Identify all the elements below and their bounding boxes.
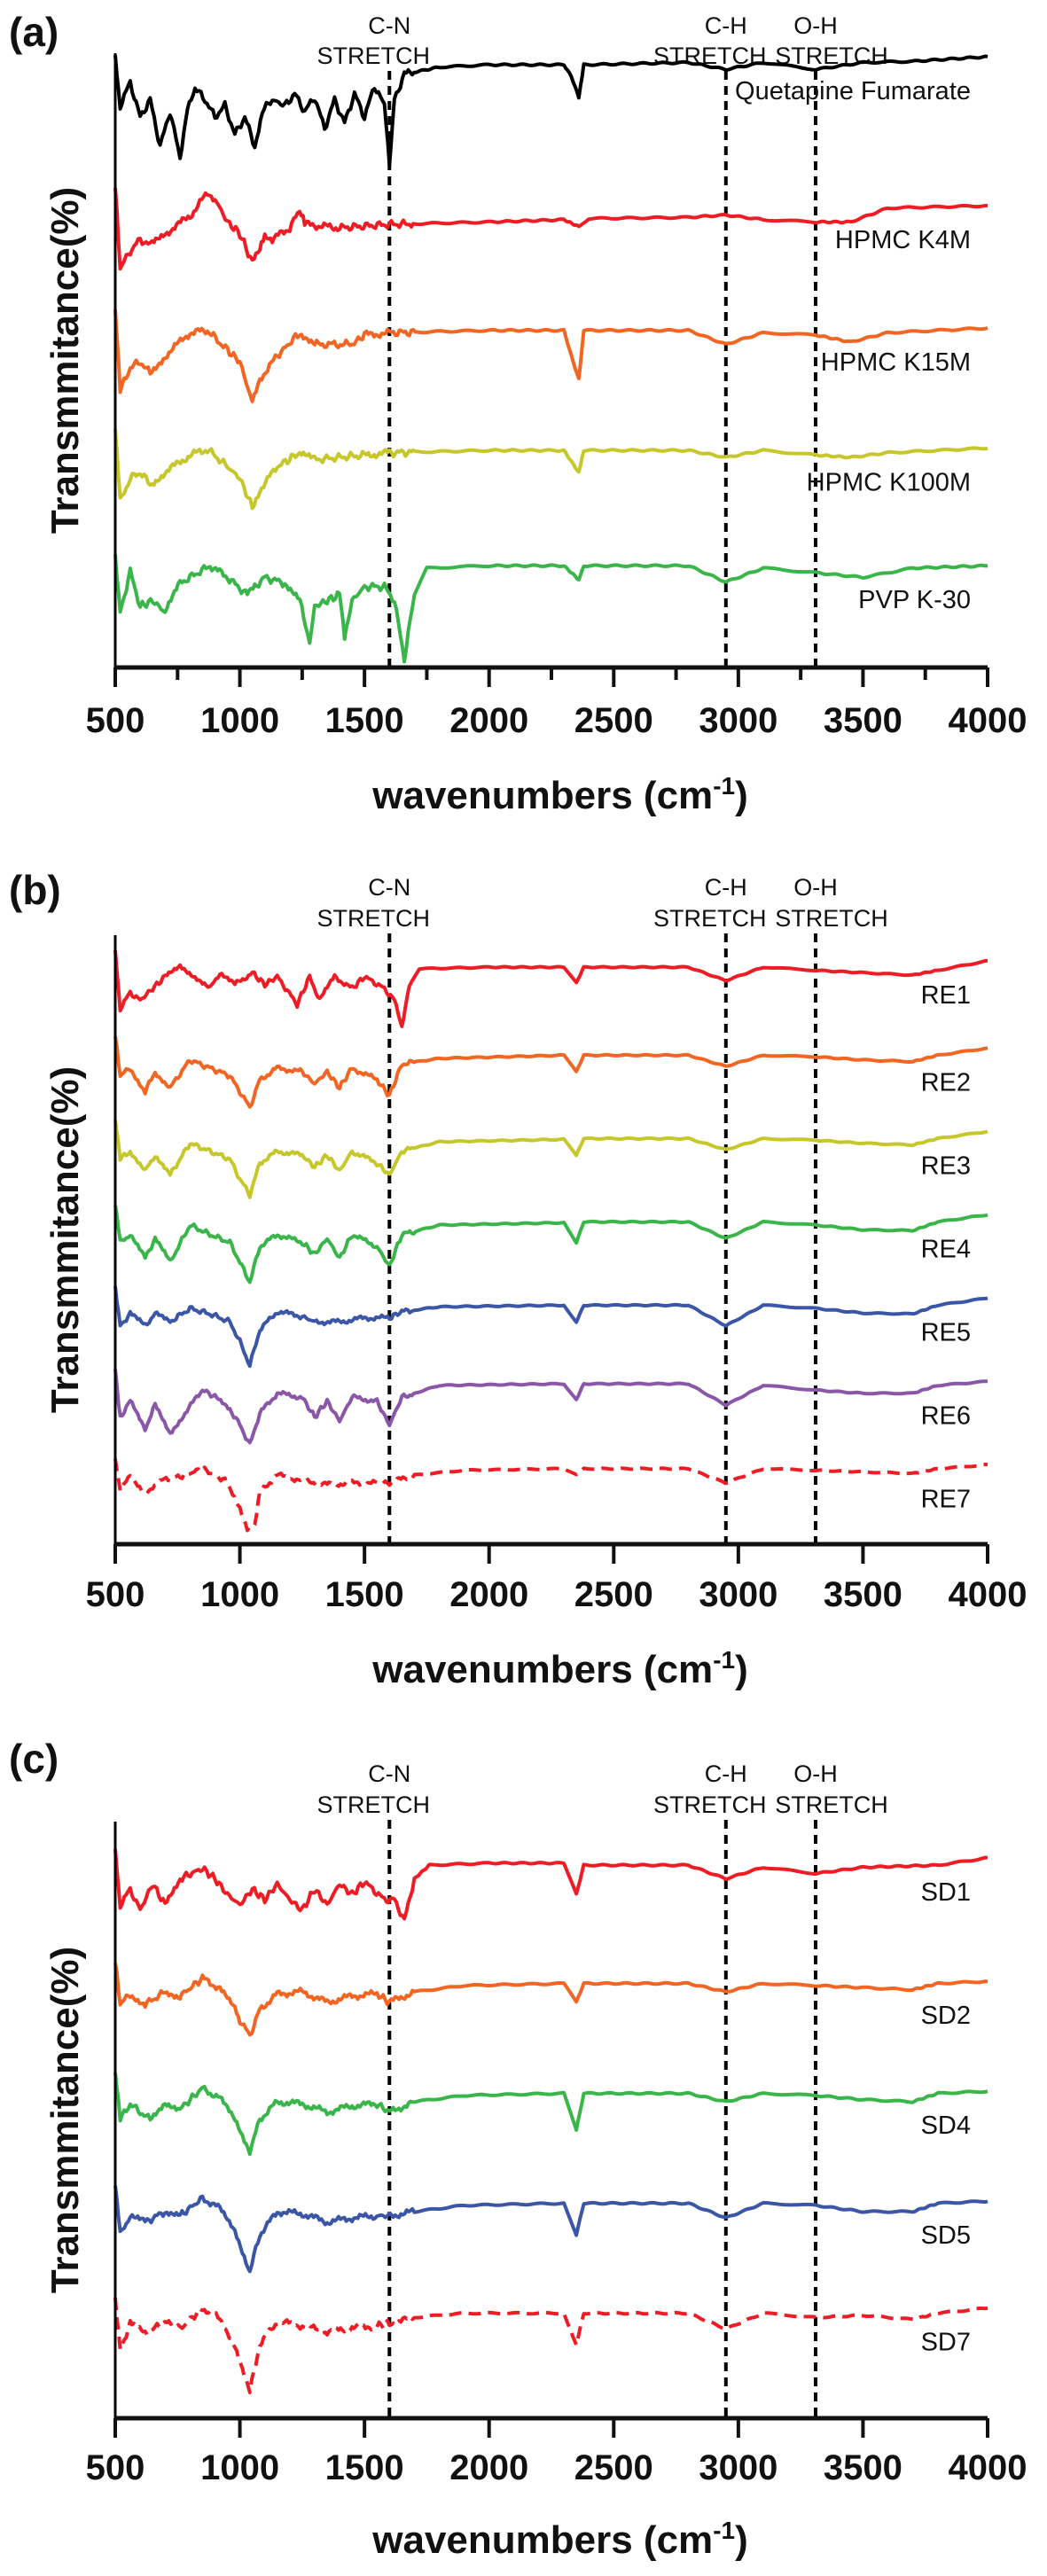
annotation-bond-label: O-H (793, 12, 838, 39)
y-axis-title: Transmmitance(%) (43, 1947, 87, 2293)
series-line-sd1 (113, 1848, 988, 1921)
annotation-bond-label: C-N (368, 1760, 410, 1787)
y-axis-title: Transmmitance(%) (43, 1066, 87, 1413)
series-line-sd7 (113, 2297, 988, 2394)
series-label: SD5 (921, 2221, 971, 2250)
x-axis-title-close: ) (735, 1648, 748, 1691)
panel-b: (b) C-N STRETCH C-H STRETCH O-H STRETCH RE1 RE2 R… (9, 867, 1027, 1691)
annotation-stretch-label: STRETCH (775, 1791, 888, 1818)
x-tick-label: 3000 (699, 2448, 777, 2487)
panel-letter: (b) (9, 867, 61, 913)
annotation-bond-label: C-H (705, 12, 747, 39)
x-axis-title-close: ) (735, 774, 748, 817)
series-label: HPMC K100M (807, 468, 971, 496)
x-tick-label: 2000 (449, 701, 528, 740)
series-label: SD2 (921, 2002, 971, 2030)
x-axis-title: wavenumbers (cm-1) (371, 772, 748, 817)
panel-letter: (c) (9, 1736, 59, 1782)
x-tick-label: 2500 (574, 701, 653, 740)
series-label: RE7 (921, 1485, 971, 1513)
series-line-re6 (113, 1369, 988, 1445)
x-tick-label: 3500 (824, 2448, 902, 2487)
annotation-stretch-label: STRETCH (317, 43, 431, 69)
x-tick-label: 2000 (449, 2448, 528, 2487)
x-tick-label: 1500 (325, 701, 404, 740)
x-axis-title-close: ) (735, 2518, 748, 2562)
series-label: RE3 (921, 1151, 971, 1180)
x-tick-label: 500 (86, 701, 145, 740)
series-line-re4 (113, 1205, 988, 1284)
series-label: SD4 (921, 2112, 971, 2140)
series-label: RE2 (921, 1068, 971, 1097)
series-label: RE4 (921, 1235, 971, 1263)
x-tick-label: 1500 (325, 2448, 404, 2487)
series-line-pvp-k-30 (113, 554, 988, 664)
x-axis-title-superscript: -1 (713, 2517, 735, 2544)
annotation-bond-label: O-H (793, 874, 838, 901)
x-tick-label: 2500 (574, 2448, 653, 2487)
series-label: RE5 (921, 1318, 971, 1347)
x-axis-title-superscript: -1 (713, 772, 735, 800)
x-tick-label: 4000 (949, 2448, 1027, 2487)
series-label: HPMC K4M (835, 226, 971, 254)
series-line-hpmc-k15m (113, 309, 988, 403)
annotation-bond-label: C-H (705, 874, 747, 901)
x-tick-label: 1000 (200, 701, 279, 740)
series-line-re7 (113, 1458, 988, 1533)
x-tick-label: 2500 (574, 1575, 653, 1614)
x-tick-label: 3500 (824, 701, 902, 740)
series-line-hpmc-k100m (113, 429, 988, 511)
series-label: Quetapine Fumarate (735, 77, 971, 105)
annotation-stretch-label: STRETCH (317, 905, 431, 932)
x-tick-label: 3000 (699, 701, 777, 740)
series-line-re1 (113, 949, 988, 1028)
x-axis-title-text: wavenumbers (cm (371, 1648, 713, 1691)
x-tick-label: 3000 (699, 1575, 777, 1614)
series-line-sd5 (113, 2185, 988, 2274)
annotation-bond-label: C-N (368, 874, 410, 901)
annotation-stretch-label: STRETCH (775, 905, 888, 932)
panel-c: (c) C-N STRETCH C-H STRETCH O-H STRETCH SD1 SD2 S… (9, 1736, 1027, 2562)
x-tick-label: 2000 (449, 1575, 528, 1614)
x-axis-title: wavenumbers (cm-1) (371, 1646, 748, 1691)
x-axis-title-superscript: -1 (713, 1646, 735, 1674)
x-axis-title: wavenumbers (cm-1) (371, 2517, 748, 2562)
x-tick-label: 500 (86, 1575, 145, 1614)
series-line-re2 (113, 1036, 988, 1109)
series-label: RE1 (921, 981, 971, 1010)
x-tick-label: 1500 (325, 1575, 404, 1614)
annotation-stretch-label: STRETCH (653, 1791, 767, 1818)
x-tick-label: 3500 (824, 1575, 902, 1614)
series-label: PVP K-30 (858, 586, 971, 614)
series-line-hpmc-k4m (113, 187, 988, 271)
x-tick-label: 1000 (200, 1575, 279, 1614)
series-label: HPMC K15M (821, 348, 971, 377)
x-tick-label: 500 (86, 2448, 145, 2487)
series-label: RE6 (921, 1401, 971, 1430)
annotation-stretch-label: STRETCH (317, 1791, 431, 1818)
series-line-sd4 (113, 2072, 988, 2157)
x-axis-title-text: wavenumbers (cm (371, 774, 713, 817)
x-axis-title-text: wavenumbers (cm (371, 2518, 713, 2562)
annotation-bond-label: O-H (793, 1760, 838, 1787)
annotation-stretch-label: STRETCH (653, 905, 767, 932)
series-line-re3 (113, 1119, 988, 1199)
series-label: SD7 (921, 2329, 971, 2357)
x-tick-label: 4000 (949, 701, 1027, 740)
y-axis-title: Transmmitance(%) (43, 187, 87, 534)
annotation-bond-label: C-N (368, 12, 410, 39)
panel-a: (a) C-NSTRETCHC-HSTRETCHO-HSTRETCHQuetapi… (9, 9, 1027, 817)
series-line-sd2 (113, 1963, 988, 2037)
series-line-re5 (113, 1285, 988, 1369)
annotation-bond-label: C-H (705, 1760, 747, 1787)
x-tick-label: 1000 (200, 2448, 279, 2487)
series-label: SD1 (921, 1878, 971, 1907)
panel-letter: (a) (9, 9, 59, 55)
series-line-quetapine-fumarate (113, 54, 988, 168)
x-tick-label: 4000 (949, 1575, 1027, 1614)
